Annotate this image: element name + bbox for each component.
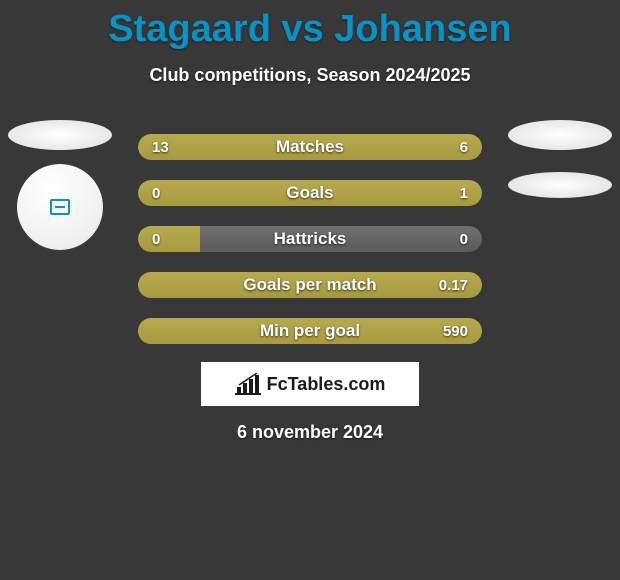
stat-right-value: 6 <box>460 139 468 156</box>
stat-right-value: 0 <box>460 231 468 248</box>
stat-label: Goals per match <box>138 275 482 295</box>
stat-bar-hattricks: 0 Hattricks 0 <box>138 226 482 252</box>
stat-right-value: 1 <box>460 185 468 202</box>
stat-bar-matches: 13 Matches 6 <box>138 134 482 160</box>
stat-label: Min per goal <box>138 321 482 341</box>
stat-label: Matches <box>138 137 482 157</box>
page-title: Stagaard vs Johansen <box>0 0 620 51</box>
stat-bar-goals: 0 Goals 1 <box>138 180 482 206</box>
chart-icon <box>235 373 261 395</box>
stat-right-value: 0.17 <box>439 277 468 294</box>
brand-box[interactable]: FcTables.com <box>201 362 419 406</box>
comparison-bars: 13 Matches 6 0 Goals 1 0 Hattricks 0 Goa… <box>0 134 620 344</box>
brand-text: FcTables.com <box>267 374 386 395</box>
stat-bar-goals-per-match: Goals per match 0.17 <box>138 272 482 298</box>
stat-label: Hattricks <box>138 229 482 249</box>
footer-date: 6 november 2024 <box>0 422 620 443</box>
subtitle: Club competitions, Season 2024/2025 <box>0 65 620 86</box>
stat-label: Goals <box>138 183 482 203</box>
stat-right-value: 590 <box>443 323 468 340</box>
stat-bar-min-per-goal: Min per goal 590 <box>138 318 482 344</box>
